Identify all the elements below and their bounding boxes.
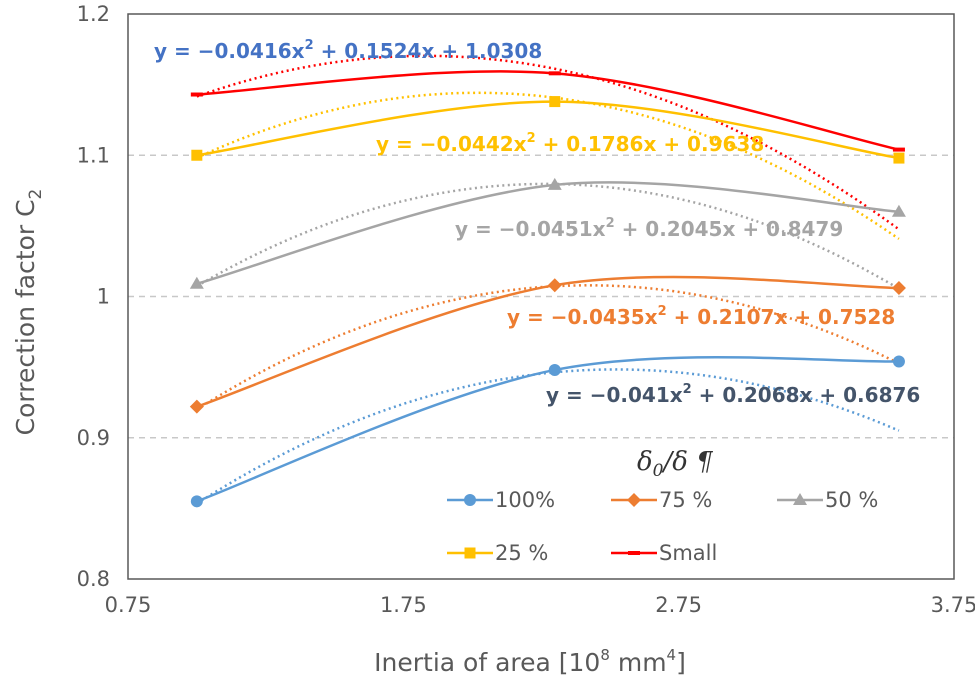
legend-item: 50 % xyxy=(777,488,878,512)
series-markers xyxy=(189,71,906,508)
gridlines xyxy=(128,154,954,439)
legend-label: 25 % xyxy=(495,541,548,565)
data-point xyxy=(189,399,204,414)
trendline-equation: y = −0.0451x2 + 0.2045x + 0.8479 xyxy=(455,216,843,241)
x-tick-labels: 0.75 1.75 2.75 3.75 xyxy=(105,593,975,617)
plot-area-frame xyxy=(127,13,955,580)
y-tick-label: 0.9 xyxy=(77,426,110,450)
data-point xyxy=(548,71,561,76)
legend-item: Small xyxy=(611,541,717,565)
x-tick-label: 3.75 xyxy=(931,593,975,617)
x-tick-label: 1.75 xyxy=(380,593,427,617)
legend-items: 100% 75 % 50 % 25 % Small xyxy=(447,488,878,565)
legend-label: Small xyxy=(659,541,717,565)
data-point xyxy=(191,149,203,161)
legend: δ0/δ ¶ 100% 75 % 50 % 25 % Small xyxy=(447,447,878,565)
legend-marker xyxy=(464,494,476,506)
legend-title: δ0/δ ¶ xyxy=(637,447,713,481)
data-point xyxy=(893,152,905,164)
y-tick-label: 1 xyxy=(97,285,110,309)
data-point xyxy=(549,96,561,108)
data-point xyxy=(189,276,204,289)
y-tick-label: 0.8 xyxy=(77,567,110,591)
legend-label: 75 % xyxy=(659,488,712,512)
data-point xyxy=(892,147,905,152)
x-axis-title: Inertia of area [108 mm4] xyxy=(374,646,686,677)
data-point xyxy=(190,495,203,508)
legend-item: 75 % xyxy=(611,488,712,512)
trendline-equation: y = −0.0416x2 + 0.1524x + 1.0308 xyxy=(154,38,542,63)
legend-marker xyxy=(464,547,476,559)
trendline-equations: y = −0.041x2 + 0.2068x + 0.6876 y = −0.04… xyxy=(154,38,920,407)
data-point xyxy=(548,363,561,376)
legend-marker xyxy=(627,493,641,507)
y-tick-labels: 0.8 0.9 1 1.1 1.2 xyxy=(77,2,110,591)
data-point xyxy=(547,177,562,190)
trendline-equation: y = −0.0435x2 + 0.2107x + 0.7528 xyxy=(507,304,895,329)
y-tick-label: 1.1 xyxy=(77,143,110,167)
y-axis-title: Correction factor C2 xyxy=(11,189,46,436)
x-tick-label: 0.75 xyxy=(105,593,152,617)
data-point xyxy=(190,92,203,97)
legend-marker xyxy=(628,551,640,555)
legend-label: 100% xyxy=(495,488,555,512)
series-line xyxy=(196,356,899,503)
trendline xyxy=(196,182,900,290)
data-point xyxy=(547,278,562,293)
y-tick-label: 1.2 xyxy=(77,2,110,26)
data-point xyxy=(891,281,906,296)
legend-item: 25 % xyxy=(447,541,548,565)
trendline xyxy=(196,54,900,231)
legend-item: 100% xyxy=(447,488,555,512)
legend-label: 50 % xyxy=(825,488,878,512)
data-point xyxy=(891,204,906,217)
legend-marker xyxy=(793,493,807,505)
trendline-equation: y = −0.041x2 + 0.2068x + 0.6876 xyxy=(546,382,920,407)
data-point xyxy=(892,355,905,368)
x-tick-label: 2.75 xyxy=(655,593,702,617)
trendline-equation: y = −0.0442x2 + 0.1786x + 0.9638 xyxy=(376,131,764,156)
trendline xyxy=(196,368,900,505)
